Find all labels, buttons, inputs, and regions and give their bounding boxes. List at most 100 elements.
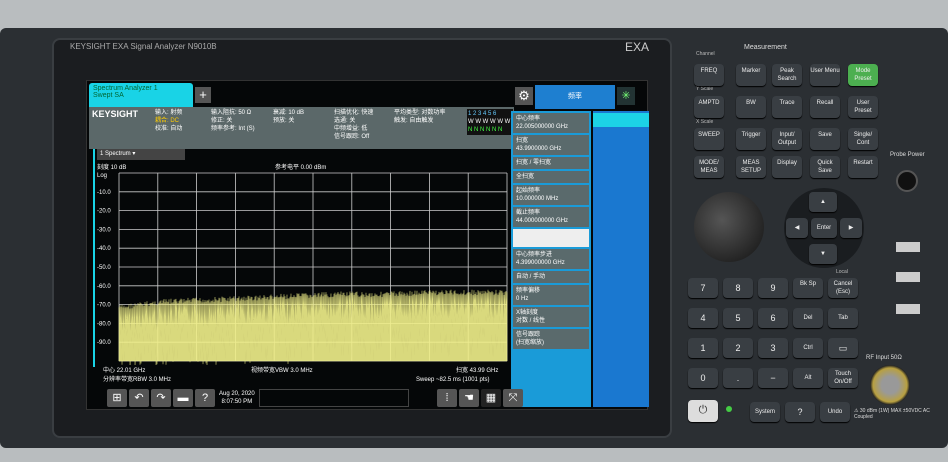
numpad-key[interactable]: 5 [723, 308, 753, 328]
numpad-key[interactable]: . [723, 368, 753, 388]
gear-icon[interactable]: ⚙ [515, 87, 533, 105]
scale-label: 刻度 10 dB [97, 165, 127, 171]
yscale-label: Y Scale [696, 86, 714, 92]
menu-item[interactable]: 扫宽 / 零扫宽 [513, 157, 589, 169]
up-arrow-icon[interactable]: ▲ [809, 192, 837, 212]
undo-button[interactable]: Undo [820, 402, 850, 422]
menu-item-value: (扫宽缩放) [516, 340, 544, 346]
numpad-key[interactable]: 2 [723, 338, 753, 358]
numpad-key[interactable]: 9 [758, 278, 788, 298]
numpad-key[interactable]: 1 [688, 338, 718, 358]
key-trigger[interactable]: Trigger [736, 128, 766, 150]
add-tab-button[interactable]: + [195, 87, 211, 103]
key-display[interactable]: Display [772, 156, 802, 178]
numpad-key[interactable]: 0 [688, 368, 718, 388]
fullscreen-icon[interactable]: ⤧ [503, 389, 523, 407]
menu-item[interactable]: 频率偏移 0 Hz [513, 285, 589, 305]
menu-item[interactable]: 中心频率 22.005000000 GHz [513, 113, 589, 133]
key-marker[interactable]: Marker [736, 64, 766, 86]
numpad-key[interactable]: Alt [793, 368, 823, 388]
redo-icon[interactable]: ↷ [151, 389, 171, 407]
numpad-key[interactable]: Bk Sp [793, 278, 823, 298]
menu-item-label: 扫宽 / 零扫宽 [516, 160, 552, 166]
key-meas-setup[interactable]: MEAS SETUP [736, 156, 766, 178]
left-arrow-icon[interactable]: ◀ [786, 218, 808, 238]
menu-item[interactable]: 扫宽 43.9900000 GHz [513, 135, 589, 155]
down-arrow-icon[interactable]: ▼ [809, 244, 837, 264]
window-dropdown[interactable]: 1 Spectrum ▾ [97, 149, 185, 160]
usb-port [896, 272, 920, 282]
spectrum-window: 1 Spectrum ▾ 刻度 10 dB 参考电平 0.00 dBm Log -… [93, 149, 509, 367]
key-mode-meas[interactable]: MODE/ MEAS [694, 156, 724, 178]
menu-item-value: 44.000000000 GHz [516, 218, 569, 224]
menu-item-label: 自动 / 手动 [516, 274, 546, 280]
numpad-key[interactable]: − [758, 368, 788, 388]
key-amptd[interactable]: AMPTD [694, 96, 724, 118]
spectrum-plot[interactable]: Log -10.0 -20.0 -30.0 -40.0 -50.0 -60.0 -70.0 -8… [95, 169, 509, 365]
key-quick-save[interactable]: Quick Save [810, 156, 840, 178]
system-button[interactable]: System [750, 402, 780, 422]
sweep-settings: 扫描优化: 快速 选通: 关中频增益: 低信号跟踪: Off [334, 110, 374, 140]
menu-item[interactable]: 自动 / 手动 [513, 271, 589, 283]
tab-spectrum-analyzer[interactable]: Spectrum Analyzer 1 Swept SA [89, 83, 193, 107]
key-mode-preset[interactable]: Mode Preset [848, 64, 878, 86]
key-input-output[interactable]: Input/ Output [772, 128, 802, 150]
numpad-key[interactable]: ▭ [828, 338, 858, 358]
numpad-key[interactable]: 6 [758, 308, 788, 328]
menu-item[interactable]: 信号跟踪 (扫宽缩放) [513, 329, 589, 349]
rotary-knob[interactable] [694, 192, 764, 262]
key-single-cont[interactable]: Single/ Cont [848, 128, 878, 150]
menu-item[interactable]: 截止频率 44.000000000 GHz [513, 207, 589, 227]
menu-item-value: 22.005000000 GHz [516, 124, 569, 130]
numpad-key[interactable]: 4 [688, 308, 718, 328]
key-freq[interactable]: FREQ [694, 64, 724, 86]
key-bw[interactable]: BW [736, 96, 766, 118]
menu-dropdown[interactable]: 频率 [535, 85, 615, 109]
key-trace[interactable]: Trace [772, 96, 802, 118]
help-icon[interactable]: ? [195, 389, 215, 407]
menu-item[interactable]: X轴刻度 对数 / 线性 [513, 307, 589, 327]
sweep-label: Sweep ~82.5 ms (1001 pts) [416, 377, 490, 383]
key-save[interactable]: Save [810, 128, 840, 150]
key-user-menu[interactable]: User Menu [810, 64, 840, 86]
key-restart[interactable]: Restart [848, 156, 878, 178]
frequency-menu: 中心频率 22.005000000 GHz 扫宽 43.9900000 GHz 扫宽 /… [511, 111, 591, 407]
key-peak-search[interactable]: Peak Search [772, 64, 802, 86]
numpad-key[interactable]: 7 [688, 278, 718, 298]
numpad-key[interactable]: 3 [758, 338, 788, 358]
touch-icon[interactable]: ☚ [459, 389, 479, 407]
undo-icon[interactable]: ↶ [129, 389, 149, 407]
window-tiles-icon[interactable]: ▦ [481, 389, 501, 407]
windows-icon[interactable]: ⊞ [107, 389, 127, 407]
numpad-key[interactable]: Del [793, 308, 823, 328]
numpad-key[interactable]: Cancel (Esc) [828, 278, 858, 298]
y-tick-label: -20.0 [97, 209, 111, 215]
numpad-key[interactable]: 8 [723, 278, 753, 298]
key-user-preset[interactable]: User Preset [848, 96, 878, 118]
menu-item[interactable]: 中心频率步进 4.399000000 GHz [513, 249, 589, 269]
key-recall[interactable]: Recall [810, 96, 840, 118]
local-label: Local [836, 269, 848, 275]
span-label: 扫宽 43.99 GHz [456, 368, 499, 374]
power-button[interactable]: ⏻ [688, 400, 718, 422]
taskbar: ⊞ ↶ ↷ ▬ ? Aug 20, 2020 8:07:50 PM ⁞ ☚ ▦ ⤧ [107, 389, 537, 409]
brand-label: KEYSIGHT EXA Signal Analyzer N9010B [70, 42, 217, 51]
numpad-key[interactable]: Tab [828, 308, 858, 328]
y-tick-label: -60.0 [97, 284, 111, 290]
help-button[interactable]: ? [785, 402, 815, 422]
numpad-key[interactable]: Touch On/Off [828, 368, 858, 388]
settings-panel[interactable]: KEYSIGHT 输入: 射频 耦合: DC 校准: 自动 输入阻抗: 50 Ω 修正… [89, 107, 514, 149]
menu-item-label: 扫宽 [516, 138, 529, 144]
key-sweep[interactable]: SWEEP [694, 128, 724, 150]
folder-icon[interactable]: ▬ [173, 389, 193, 407]
right-arrow-icon[interactable]: ▶ [840, 218, 862, 238]
numpad-key[interactable]: Ctrl [793, 338, 823, 358]
enter-button[interactable]: Enter [811, 218, 837, 238]
grid-layout-icon[interactable]: ⁞ [437, 389, 457, 407]
menu-item[interactable]: 全扫宽 [513, 171, 589, 183]
menu-item[interactable] [513, 229, 589, 247]
menu-item[interactable]: 起始频率 10.000000 MHz [513, 185, 589, 205]
y-tick-label: -50.0 [97, 265, 111, 271]
side-tab[interactable] [593, 113, 649, 127]
